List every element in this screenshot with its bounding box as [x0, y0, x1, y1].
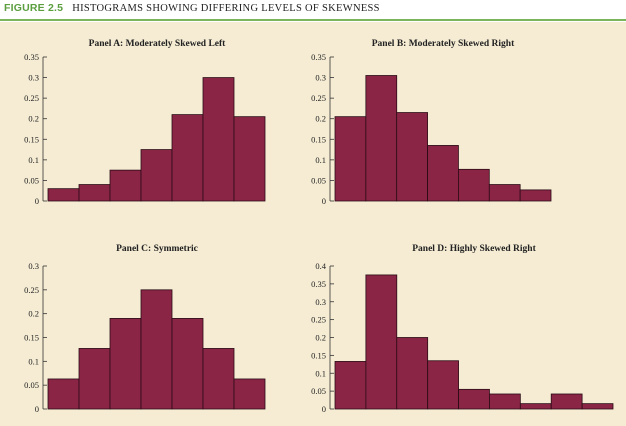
panel-c-bar	[233, 378, 266, 410]
panel-a-y-tick-label: 0	[35, 196, 39, 206]
panel-a-bar	[233, 116, 266, 202]
panel-a-y-tick-label: 0.05	[24, 175, 39, 185]
panel-d-bar	[365, 274, 398, 410]
panel-c-title: Panel C: Symmetric	[116, 244, 198, 254]
figure-number: FIGURE 2.5	[4, 2, 64, 14]
panel-d-bar	[581, 403, 614, 410]
panel-a-y-tick-label: 0.1	[28, 155, 39, 165]
figure-header: FIGURE 2.5 HISTOGRAMS SHOWING DIFFERING …	[4, 2, 380, 18]
figure-title: HISTOGRAMS SHOWING DIFFERING LEVELS OF S…	[72, 3, 380, 14]
panel-c-y-tick-label: 0.05	[24, 380, 39, 390]
panel-c-y-tick-label: 0.1	[28, 356, 39, 366]
panel-b-y-tick-label: 0.15	[311, 134, 326, 144]
panel-b-bar	[396, 112, 428, 202]
panel-c-y-tick-label: 0.3	[28, 261, 39, 271]
panel-c-y-tick-label: 0	[35, 404, 39, 414]
panel-d-bar	[550, 393, 583, 410]
panel-a-bar	[78, 184, 111, 202]
panel-d-y-tick-label: 0.15	[311, 350, 326, 360]
panel-b-bar	[458, 168, 490, 202]
panel-a-title: Panel A: Moderately Skewed Left	[89, 39, 227, 49]
panel-c-y-tick-label: 0.15	[24, 333, 39, 343]
panel-b-y-tick-label: 0.35	[311, 52, 326, 62]
panel-c-y-tick-label: 0.25	[24, 285, 39, 295]
panel-a-y-tick-label: 0.15	[24, 134, 39, 144]
panel-d-y-tick-label: 0.1	[315, 368, 326, 378]
panel-b-y-tick-label: 0.05	[311, 175, 326, 185]
panel-b-y-tick-label: 0.3	[315, 73, 326, 83]
panel-d-bar	[427, 360, 459, 410]
panel-a-y-tick-label: 0.3	[28, 73, 39, 83]
panel-d-y-tick-label: 0.3	[315, 297, 326, 307]
panel-a-y-tick-label: 0.2	[28, 114, 39, 124]
panel-d-y-tick-label: 0.2	[315, 333, 326, 343]
panel-c-bar	[78, 348, 111, 410]
panel-d-bar	[489, 393, 521, 410]
panel-d-y-tick-label: 0	[322, 404, 326, 414]
panel-b-bar	[488, 184, 521, 202]
panel-b-bar	[365, 75, 398, 202]
panel-a-y-tick-label: 0.35	[24, 52, 39, 62]
panel-b-y-tick-label: 0.1	[315, 155, 326, 165]
panel-d-y-tick-label: 0.05	[311, 386, 326, 396]
panel-d-bar	[458, 388, 490, 410]
panel-a-bar	[202, 77, 235, 202]
panel-b-bar	[334, 116, 367, 202]
panel-c-bar	[171, 318, 204, 410]
panel-a-y-tick-label: 0.25	[24, 93, 39, 103]
panel-b-bar	[519, 189, 552, 202]
panel-b-y-tick-label: 0	[322, 196, 326, 206]
panel-d-y-tick-label: 0.35	[311, 279, 326, 289]
panel-d-bar	[519, 403, 552, 410]
panel-d: Panel D: Highly Skewed Right 0 0.05 0.1 0.15…	[311, 244, 614, 414]
panel-d-bar	[396, 337, 429, 410]
panel-b: Panel B: Moderately Skewed Right 0 0.05 0.1…	[311, 39, 552, 206]
panel-c: Panel C: Symmetric 0 0.05 0.1 0.15 0.2 0.25 0.3	[24, 244, 266, 414]
panel-c-bar	[109, 318, 142, 410]
panel-c-y-tick-label: 0.2	[28, 309, 39, 319]
panel-b-bar	[427, 145, 459, 202]
panel-d-bar	[334, 361, 367, 410]
panel-c-bar	[202, 348, 235, 410]
panel-d-y-tick-label: 0.4	[315, 261, 326, 271]
panel-a-bar	[109, 169, 142, 202]
panel-d-y-tick-label: 0.25	[311, 315, 326, 325]
panel-a: Panel A: Moderately Skewed Left 0 0.05 0.1 0…	[24, 39, 266, 206]
panel-a-bar	[140, 149, 173, 202]
panel-b-title: Panel B: Moderately Skewed Right	[372, 39, 515, 49]
header-rule	[0, 19, 626, 21]
panel-c-bar	[47, 378, 80, 410]
panel-b-y-tick-label: 0.25	[311, 93, 326, 103]
panel-b-y-tick-label: 0.2	[315, 114, 326, 124]
panel-a-bar	[47, 188, 80, 202]
panel-a-bar	[171, 114, 204, 202]
panel-c-bar	[140, 289, 173, 410]
panel-d-title: Panel D: Highly Skewed Right	[412, 244, 536, 254]
